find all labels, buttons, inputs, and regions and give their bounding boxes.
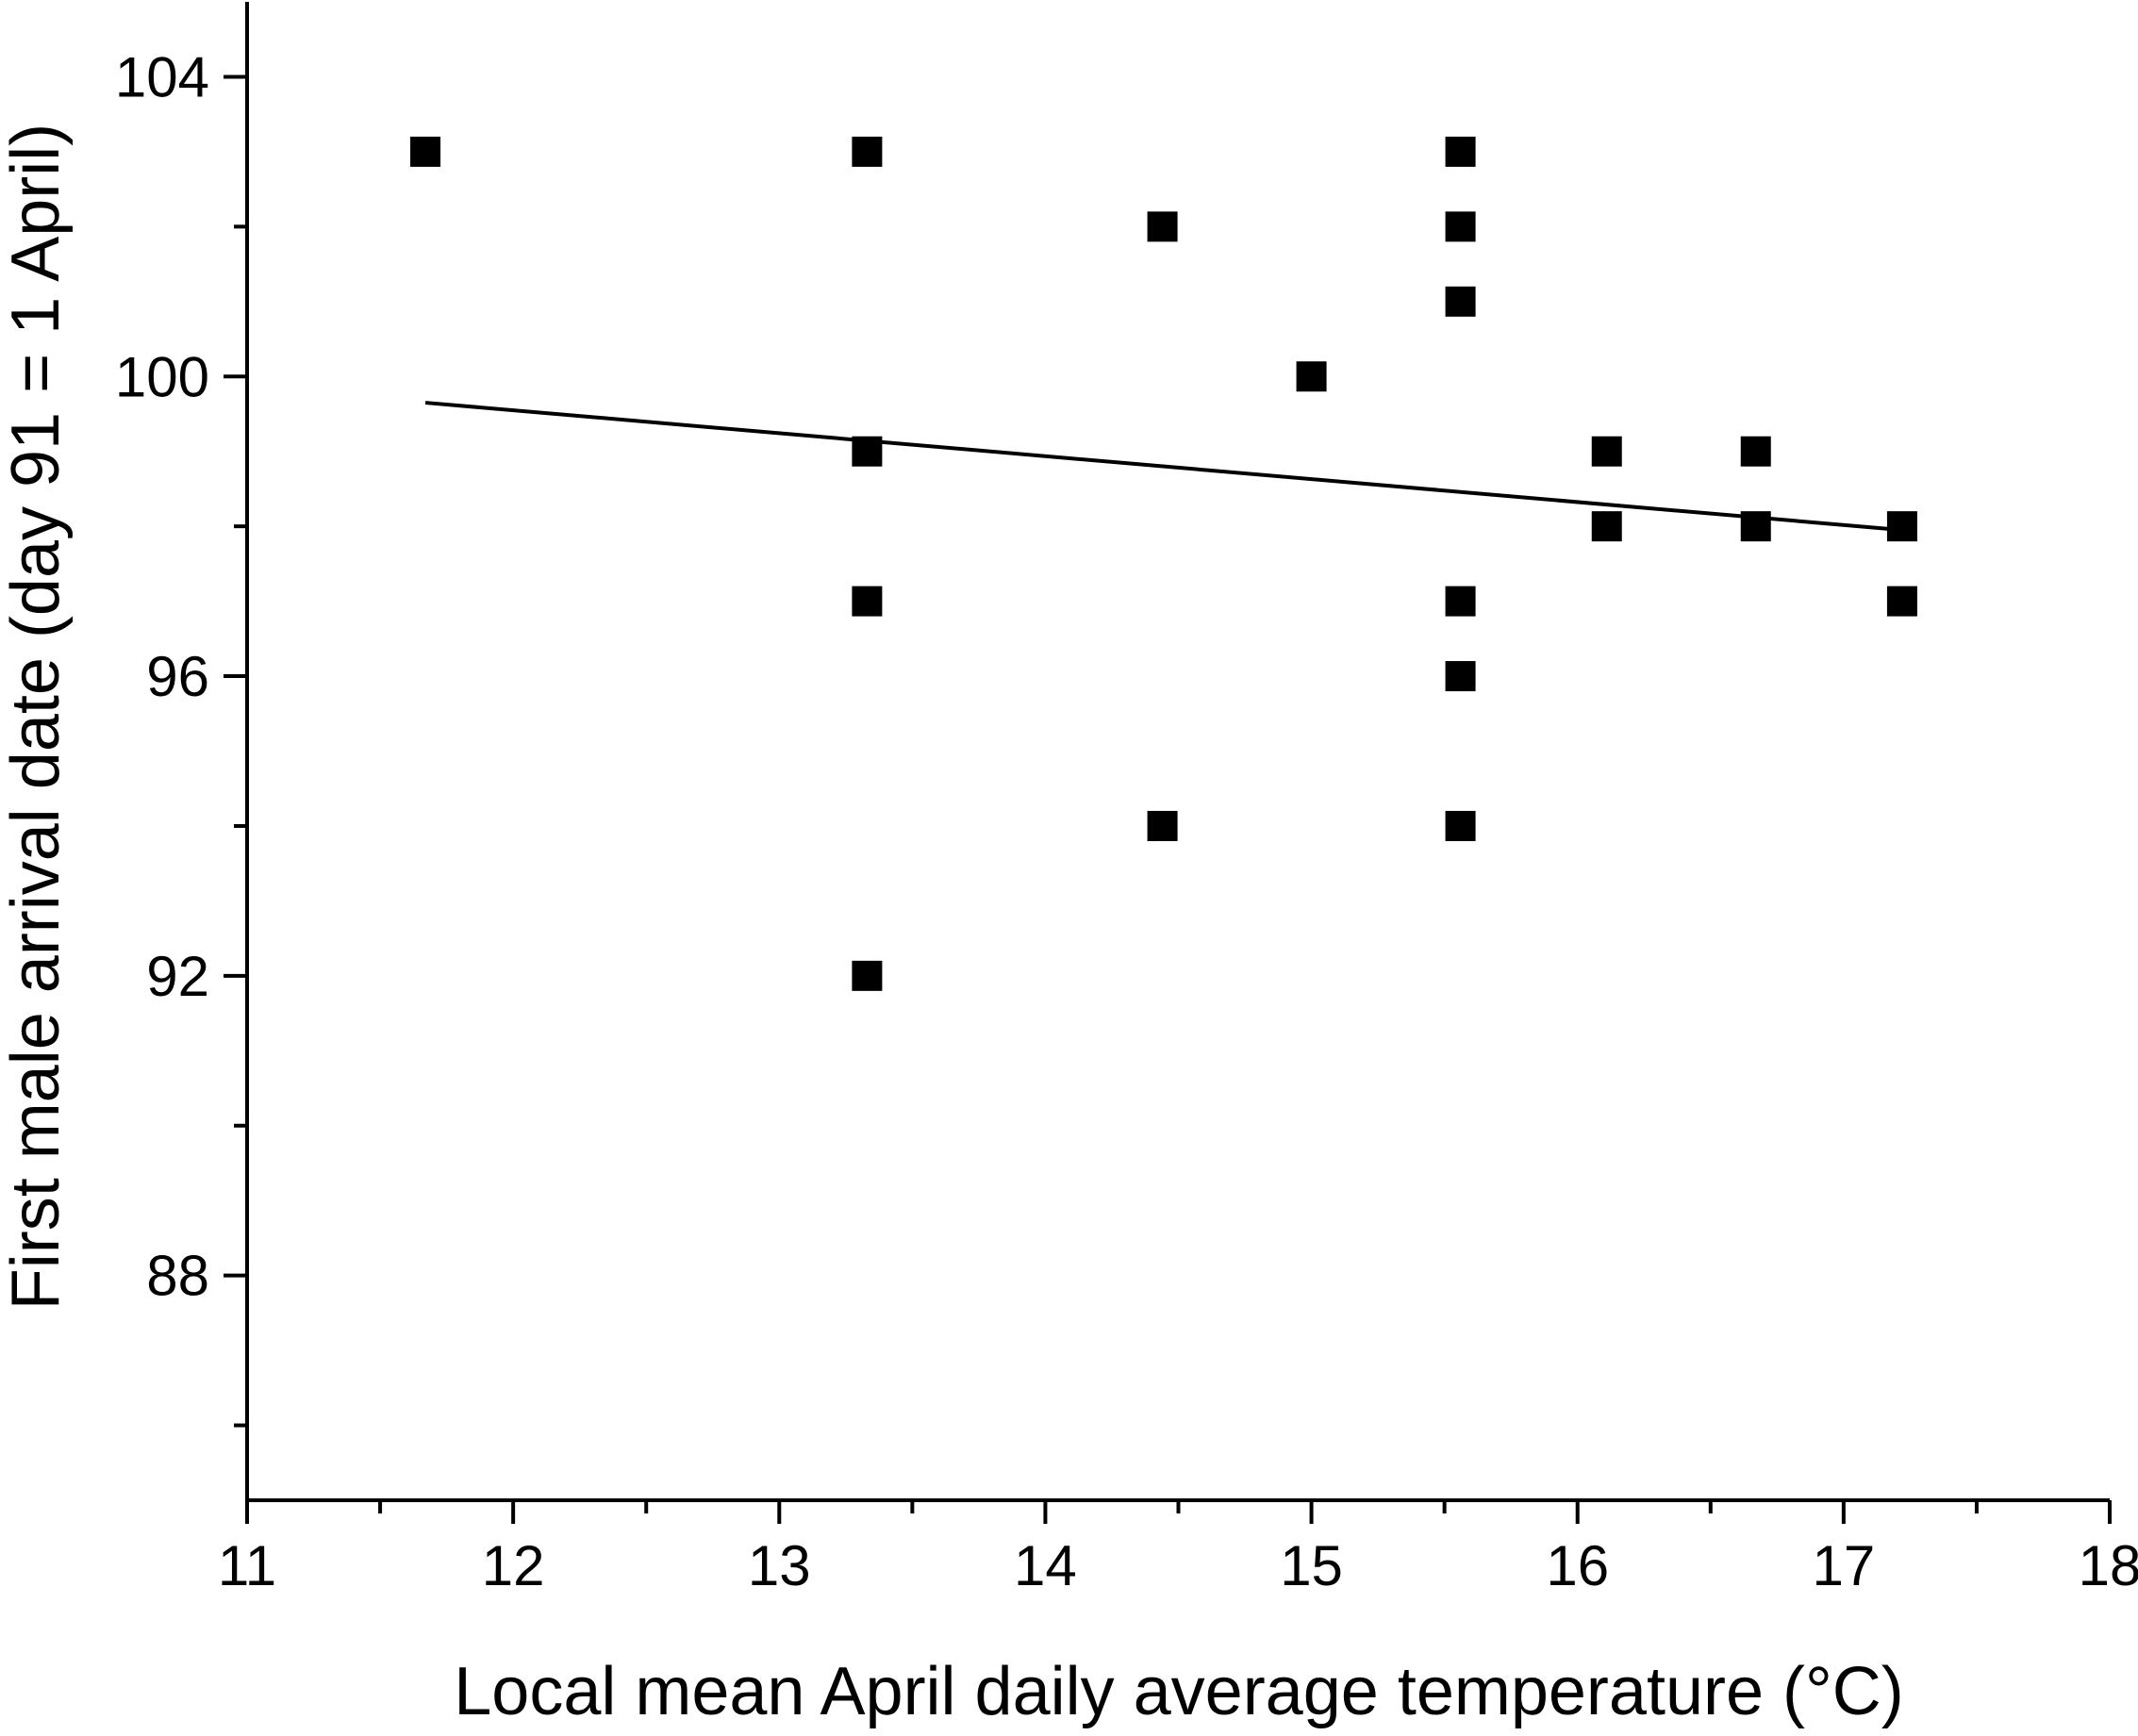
data-point bbox=[1740, 436, 1771, 467]
data-point bbox=[1445, 586, 1476, 617]
data-point bbox=[852, 586, 883, 617]
x-axis-title: Local mean April daily average temperatu… bbox=[454, 1654, 1904, 1729]
ticks: 11 12 13 14 15 16 17 18 88 92 96 100 104 bbox=[115, 45, 2138, 1597]
data-point bbox=[1147, 211, 1178, 242]
axes bbox=[245, 2, 2110, 1502]
data-point bbox=[1147, 810, 1178, 841]
y-tick-label: 104 bbox=[115, 45, 209, 108]
x-tick-label: 12 bbox=[482, 1534, 545, 1597]
x-tick-label: 15 bbox=[1280, 1534, 1343, 1597]
data-point bbox=[1445, 136, 1476, 167]
x-tick-label: 13 bbox=[748, 1534, 811, 1597]
data-point bbox=[1445, 810, 1476, 841]
x-tick-label: 18 bbox=[2079, 1534, 2138, 1597]
fit-line-group bbox=[424, 401, 1903, 533]
x-tick-label: 14 bbox=[1014, 1534, 1077, 1597]
x-tick-label: 17 bbox=[1812, 1534, 1875, 1597]
data-point bbox=[1445, 661, 1476, 692]
data-point bbox=[852, 436, 883, 467]
y-tick-label: 100 bbox=[115, 345, 209, 408]
data-point bbox=[1591, 436, 1622, 467]
data-point bbox=[1296, 361, 1327, 392]
regression-line bbox=[424, 401, 1903, 533]
data-point bbox=[1591, 511, 1622, 542]
y-tick-label: 88 bbox=[146, 1245, 209, 1308]
data-point bbox=[852, 136, 883, 167]
data-point bbox=[1445, 286, 1476, 317]
y-tick-label: 96 bbox=[146, 645, 209, 708]
data-point bbox=[852, 960, 883, 991]
data-point bbox=[1886, 586, 1917, 617]
data-point bbox=[1445, 211, 1476, 242]
data-point bbox=[410, 136, 441, 167]
y-tick-label: 92 bbox=[146, 945, 209, 1008]
data-point bbox=[1886, 511, 1917, 542]
data-point bbox=[1740, 511, 1771, 542]
data-points bbox=[410, 136, 1917, 991]
y-axis-title: First male arrival date (day 91 = 1 Apri… bbox=[0, 124, 74, 1311]
x-tick-label: 11 bbox=[218, 1534, 276, 1597]
x-tick-label: 16 bbox=[1546, 1534, 1609, 1597]
